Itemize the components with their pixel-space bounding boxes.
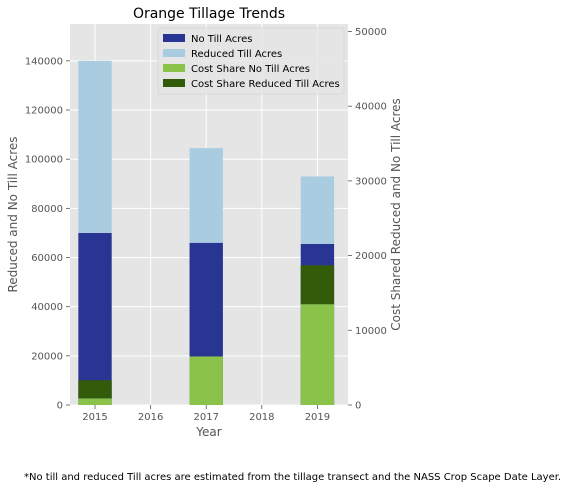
secondary-bar-cost-share-reduced-till-acres-2015 [78, 380, 112, 399]
y2-tick-label: 40000 [355, 102, 387, 113]
y-tick-label: 80000 [31, 204, 63, 215]
bars [78, 60, 335, 405]
y-axis-right-label: Cost Shared Reduced and No Till Acres [389, 98, 403, 331]
x-axis-label: Year [195, 425, 221, 439]
primary-bar-no-till-acres-2015 [78, 232, 112, 405]
primary-bar-reduced-till-acres-2019 [300, 176, 335, 244]
y-tick-label: 60000 [31, 253, 63, 264]
secondary-bar-cost-share-no-till-acres-2017 [189, 356, 223, 405]
y-axis-right-ticks: 0 10000 20000 30000 40000 50000 [348, 27, 387, 412]
y-tick-label: 120000 [25, 106, 63, 117]
legend-frame [157, 27, 345, 95]
x-tick-label: 2016 [138, 412, 163, 423]
x-tick-label: 2015 [82, 412, 107, 423]
secondary-bar-cost-share-reduced-till-acres-2019 [300, 265, 335, 305]
footnote: *No till and reduced Till acres are esti… [24, 472, 562, 483]
legend: No Till Acres Reduced Till Acres Cost Shar… [157, 27, 345, 95]
y2-tick-label: 30000 [355, 176, 387, 187]
y2-tick-label: 0 [355, 401, 361, 412]
y-axis-left-label: Reduced and No Till Acres [6, 136, 20, 292]
legend-swatch [163, 34, 185, 42]
x-tick-label: 2017 [193, 412, 218, 423]
y-tick-label: 0 [57, 401, 63, 412]
legend-swatch [163, 79, 185, 87]
legend-swatch [163, 64, 185, 72]
x-axis-ticks: 2015 2016 2017 2018 2019 [82, 405, 330, 423]
x-tick-label: 2018 [249, 412, 274, 423]
secondary-bar-cost-share-no-till-acres-2019 [300, 304, 335, 405]
legend-swatch [163, 49, 185, 57]
primary-bar-reduced-till-acres-2015 [78, 60, 112, 233]
y-axis-left-ticks: 0 20000 40000 60000 80000 100000 120000 140000 [25, 56, 70, 412]
primary-bar-reduced-till-acres-2017 [189, 148, 223, 243]
y-tick-label: 20000 [31, 351, 63, 362]
y-tick-label: 100000 [25, 155, 63, 166]
x-tick-label: 2019 [305, 412, 330, 423]
secondary-bar-cost-share-no-till-acres-2015 [78, 398, 112, 405]
y2-tick-label: 20000 [355, 251, 387, 262]
legend-label: Reduced Till Acres [191, 49, 282, 60]
legend-label: Cost Share No Till Acres [191, 64, 310, 75]
legend-label: No Till Acres [191, 34, 253, 45]
y2-tick-label: 50000 [355, 27, 387, 38]
y2-tick-label: 10000 [355, 326, 387, 337]
y-tick-label: 140000 [25, 56, 63, 67]
legend-label: Cost Share Reduced Till Acres [191, 79, 340, 90]
y-tick-label: 40000 [31, 302, 63, 313]
chart-title: Orange Tillage Trends [133, 6, 285, 22]
